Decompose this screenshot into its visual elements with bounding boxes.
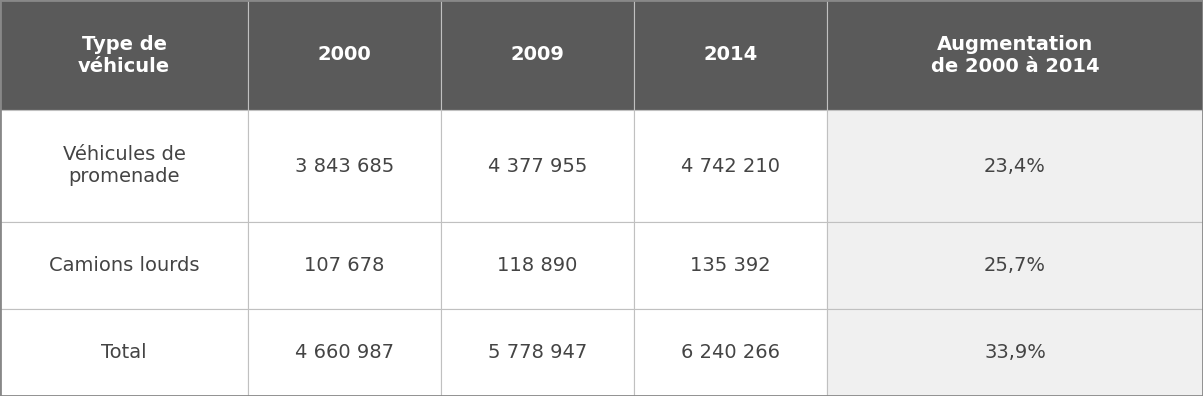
Text: 118 890: 118 890	[497, 256, 577, 275]
Bar	[634, 110, 826, 222]
Text: 4 660 987: 4 660 987	[295, 343, 395, 362]
Text: 3 843 685: 3 843 685	[295, 156, 395, 175]
Text: 6 240 266: 6 240 266	[681, 343, 780, 362]
Text: 33,9%: 33,9%	[984, 343, 1045, 362]
Bar	[826, 309, 1203, 396]
Bar	[442, 309, 634, 396]
Bar	[634, 222, 826, 309]
Bar	[442, 0, 634, 110]
Bar	[0, 110, 248, 222]
Bar	[248, 309, 442, 396]
Bar	[0, 222, 248, 309]
Bar	[442, 222, 634, 309]
Text: 4 742 210: 4 742 210	[681, 156, 780, 175]
Bar	[442, 110, 634, 222]
Text: Véhicules de
promenade: Véhicules de promenade	[63, 145, 185, 187]
Text: 2014: 2014	[704, 46, 758, 65]
Text: 4 377 955: 4 377 955	[487, 156, 587, 175]
Bar	[826, 0, 1203, 110]
Bar	[634, 309, 826, 396]
Text: 2000: 2000	[318, 46, 372, 65]
Bar	[248, 222, 442, 309]
Text: 135 392: 135 392	[691, 256, 771, 275]
Bar	[248, 110, 442, 222]
Text: Total: Total	[101, 343, 147, 362]
Text: Type de
véhicule: Type de véhicule	[78, 34, 170, 76]
Text: 25,7%: 25,7%	[984, 256, 1045, 275]
Bar	[248, 0, 442, 110]
Text: Augmentation
de 2000 à 2014: Augmentation de 2000 à 2014	[931, 34, 1100, 76]
Text: 107 678: 107 678	[304, 256, 385, 275]
Text: 23,4%: 23,4%	[984, 156, 1045, 175]
Bar	[826, 110, 1203, 222]
Bar	[0, 309, 248, 396]
Text: 2009: 2009	[510, 46, 564, 65]
Text: Camions lourds: Camions lourds	[49, 256, 200, 275]
Bar	[634, 0, 826, 110]
Bar	[826, 222, 1203, 309]
Text: 5 778 947: 5 778 947	[488, 343, 587, 362]
Bar	[0, 0, 248, 110]
